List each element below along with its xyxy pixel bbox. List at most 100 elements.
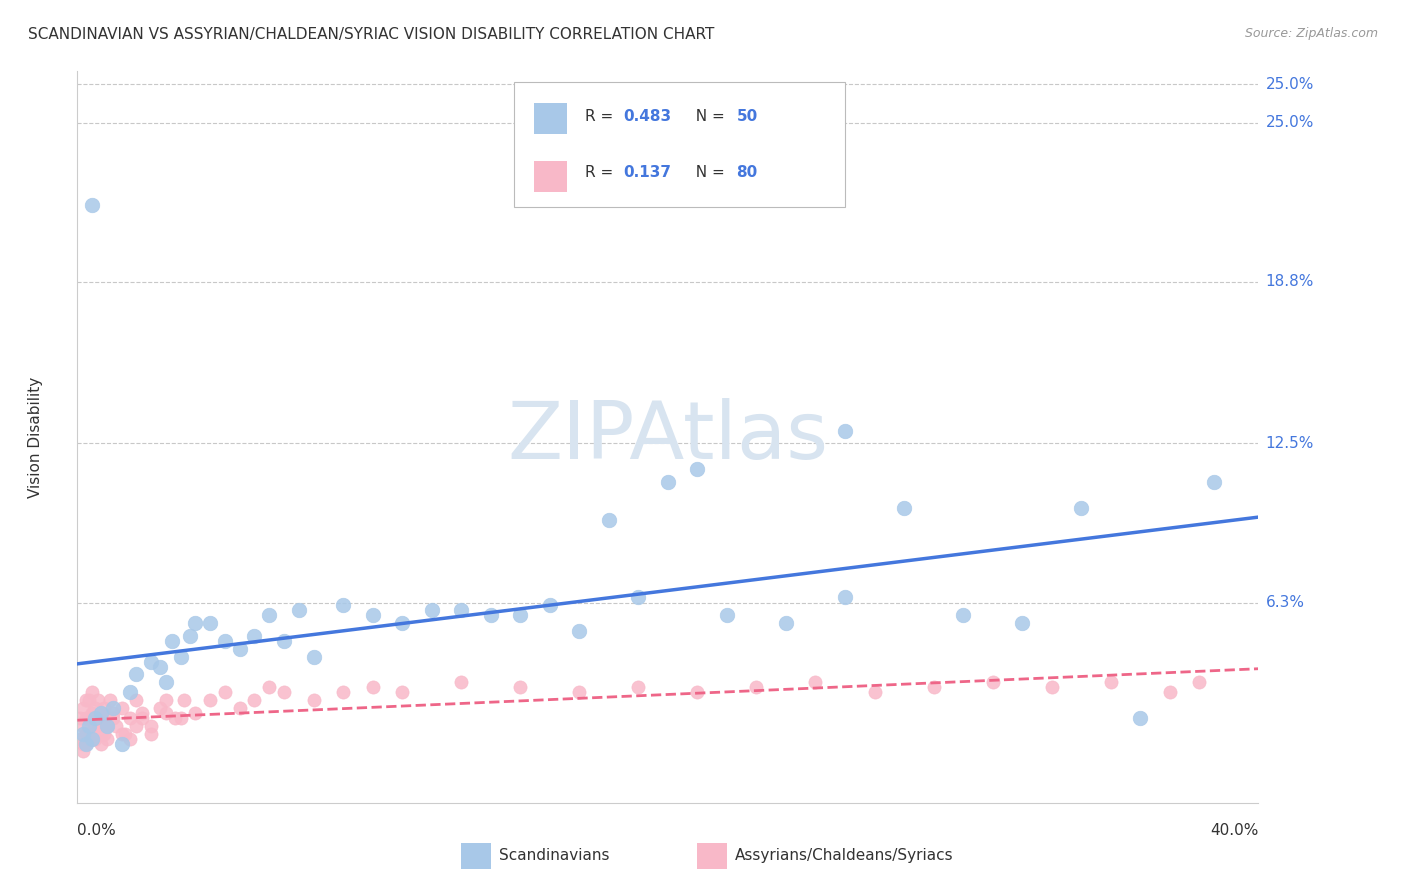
Point [82,726,104,740]
Point [259,681,281,695]
Text: 40.0%: 40.0% [1211,823,1258,838]
Point [568,685,591,699]
Point [288,603,311,617]
Point [155,693,177,707]
Text: N =: N = [686,109,730,124]
Point [834,591,856,605]
Point [72,701,94,715]
Point [509,681,531,695]
Point [101,706,124,720]
FancyBboxPatch shape [534,103,568,134]
FancyBboxPatch shape [461,843,491,869]
Point [90,706,112,720]
Point [69,711,91,725]
Text: N =: N = [686,165,730,180]
Point [361,608,384,623]
Text: 0.137: 0.137 [623,165,671,180]
Point [69,731,91,746]
Text: 25.0%: 25.0% [1265,115,1313,130]
Point [302,649,325,664]
Point [686,685,709,699]
Point [214,634,236,648]
Point [1159,685,1181,699]
Point [77,711,100,725]
Point [214,685,236,699]
Point [93,701,115,715]
Point [72,737,94,751]
Point [450,603,472,617]
Point [77,731,100,746]
Point [125,719,148,733]
Point [87,711,110,725]
Point [141,655,163,669]
Point [200,693,222,707]
Point [1129,711,1152,725]
Text: Assyrians/Chaldeans/Syriacs: Assyrians/Chaldeans/Syriacs [735,848,953,863]
Text: 12.5%: 12.5% [1265,436,1313,451]
Point [111,701,132,715]
Point [98,693,121,707]
Point [391,685,413,699]
Point [627,681,650,695]
Point [96,711,118,725]
Point [450,675,472,690]
Point [170,711,193,725]
Point [775,616,797,631]
Point [72,719,94,733]
Text: ZIPAtlas: ZIPAtlas [508,398,828,476]
Point [120,711,142,725]
Point [1204,475,1226,489]
Point [141,726,163,740]
Point [922,681,945,695]
Point [111,726,132,740]
Point [114,726,136,740]
Point [952,608,974,623]
Text: 6.3%: 6.3% [1265,595,1305,610]
Text: SCANDINAVIAN VS ASSYRIAN/CHALDEAN/SYRIAC VISION DISABILITY CORRELATION CHART: SCANDINAVIAN VS ASSYRIAN/CHALDEAN/SYRIAC… [28,27,714,42]
Text: R =: R = [585,165,623,180]
Point [125,693,148,707]
Point [84,701,107,715]
Point [834,424,856,438]
Point [96,719,118,733]
Point [863,685,886,699]
Point [243,693,266,707]
Point [259,608,281,623]
Point [200,616,222,631]
Point [141,719,163,733]
Point [84,711,107,725]
Point [96,731,118,746]
Point [77,726,100,740]
Point [598,514,620,528]
Point [93,726,115,740]
Point [538,598,561,612]
Text: 50: 50 [737,109,758,124]
Point [82,685,104,699]
Text: 18.8%: 18.8% [1265,275,1313,289]
Point [72,744,94,758]
Point [82,706,104,720]
Point [104,719,127,733]
Point [420,603,443,617]
Point [75,726,97,740]
Point [361,681,384,695]
Point [1011,616,1033,631]
Point [228,701,252,715]
Point [149,701,172,715]
Point [75,737,97,751]
Point [273,634,295,648]
Point [120,685,142,699]
Point [243,629,266,643]
FancyBboxPatch shape [697,843,727,869]
Text: Scandinavians: Scandinavians [499,848,609,863]
Point [228,641,252,656]
Point [1070,500,1092,515]
Point [716,608,738,623]
Point [125,667,148,681]
Point [170,649,193,664]
Point [1188,675,1211,690]
Text: 0.483: 0.483 [623,109,671,124]
Point [82,731,104,746]
Point [657,475,679,489]
Text: Source: ZipAtlas.com: Source: ZipAtlas.com [1244,27,1378,40]
